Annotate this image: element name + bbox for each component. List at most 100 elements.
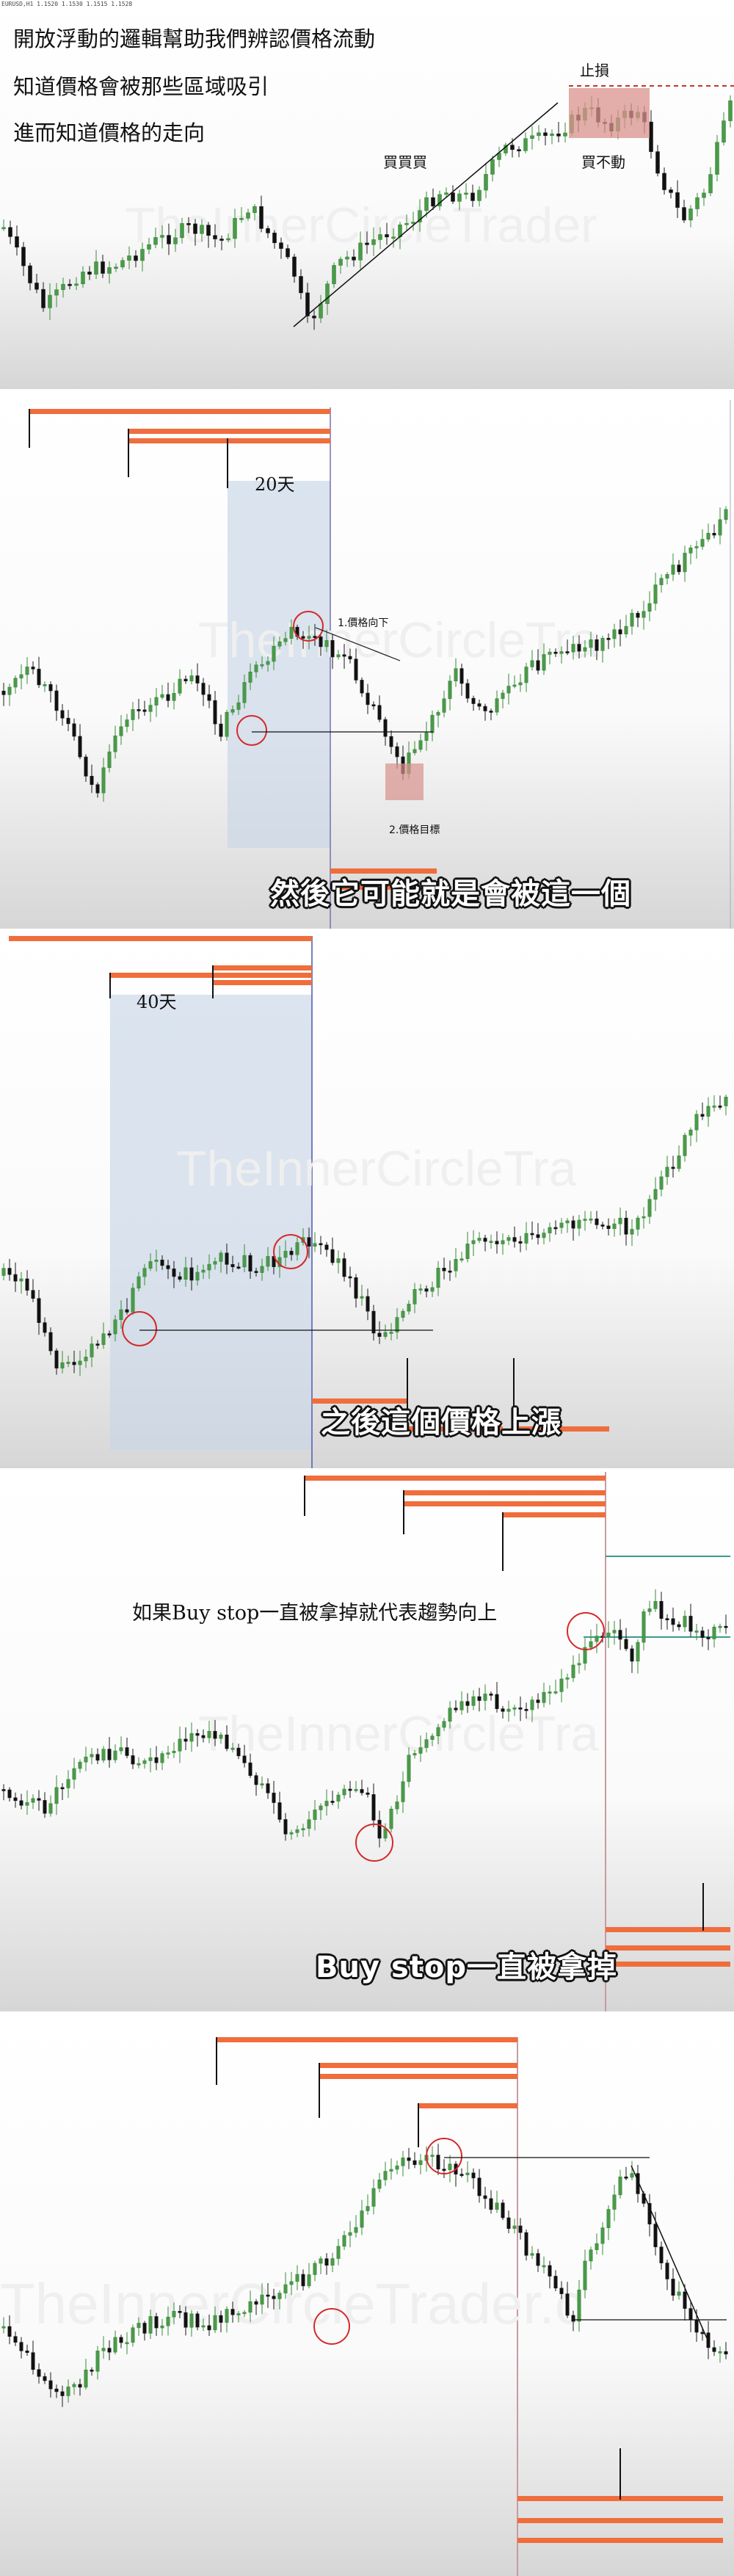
candle-body	[683, 1616, 687, 1628]
candle-body	[201, 1735, 206, 1738]
candle-body	[230, 709, 235, 713]
candle-body	[524, 1708, 528, 1711]
candle-body	[430, 2155, 435, 2157]
candle-body	[219, 1734, 223, 1739]
liquidity-level-3	[404, 1501, 606, 1506]
candle-body	[184, 2312, 188, 2328]
candle-body	[715, 142, 719, 175]
candle-body	[301, 2274, 305, 2287]
candle-body	[459, 2174, 464, 2176]
candle-body	[510, 145, 515, 150]
candle-body	[688, 2308, 693, 2321]
liquidity-level-bottom	[606, 1945, 730, 1951]
candle-body	[383, 2171, 388, 2180]
candle-body	[454, 668, 458, 681]
candle-body	[489, 2198, 493, 2210]
candle-body	[553, 2276, 558, 2289]
candle-body	[195, 675, 200, 683]
candle-body	[577, 1219, 581, 1229]
candle-body	[330, 1801, 335, 1803]
candle-body	[688, 208, 693, 221]
candle-body	[213, 1261, 217, 1265]
candle-body	[332, 265, 336, 284]
candle-body	[252, 206, 257, 214]
candle-body	[548, 1227, 552, 1233]
candle-body	[371, 239, 376, 245]
trend-line-up	[293, 102, 559, 327]
candle-body	[665, 574, 669, 578]
candle-body	[131, 1755, 135, 1765]
candle-body	[583, 647, 587, 652]
chart-5: TheInnerCircleTrader.c	[0, 2015, 734, 2576]
candle-body	[671, 565, 675, 575]
candle-body	[436, 1727, 440, 1737]
candle-body	[166, 1752, 170, 1755]
candle-body	[354, 1789, 358, 1791]
candle-body	[87, 272, 92, 275]
candle-body	[60, 1362, 65, 1369]
liquidity-level-3	[128, 438, 330, 443]
candle-body	[694, 546, 699, 548]
candle-body	[501, 692, 505, 699]
candle-body	[348, 1276, 352, 1279]
candle-body	[114, 266, 118, 269]
chart-background	[0, 2015, 734, 2576]
liquidity-level-bottom	[517, 2538, 723, 2543]
candle-body	[137, 709, 141, 711]
candle-body	[66, 2386, 70, 2396]
candle-body	[189, 2313, 194, 2328]
candle-body	[28, 265, 32, 283]
candle-body	[90, 2369, 94, 2372]
candle-body	[330, 640, 335, 658]
candle-body	[430, 714, 435, 733]
candle-body	[542, 1691, 546, 1703]
liquidity-level-3	[213, 965, 312, 970]
candle-body	[292, 256, 297, 277]
candle-body	[371, 1310, 376, 1334]
chart-background	[0, 0, 734, 389]
candle-body	[289, 1832, 294, 1835]
candle-body	[172, 693, 176, 701]
candle-body	[225, 1734, 229, 1749]
candle-body	[160, 1753, 164, 1763]
status-line: EURUSD,H1 1.1520 1.1530 1.1515 1.1528	[1, 1, 133, 7]
candle-body	[583, 2260, 587, 2290]
candle-body	[277, 1802, 282, 1820]
candle-body	[107, 751, 112, 769]
candle-body	[201, 2325, 206, 2328]
candle-body	[688, 1129, 693, 1136]
candle-body	[178, 678, 182, 694]
candle-body	[495, 1241, 499, 1244]
screen-5: TheInnerCircleTrader.c	[0, 2015, 734, 2576]
candle-body	[553, 651, 558, 654]
candle-body	[84, 1756, 88, 1763]
candle-body	[366, 1792, 370, 1795]
candle-body	[647, 1608, 652, 1612]
candle-body	[272, 645, 276, 662]
candle-body	[671, 2279, 675, 2296]
candle-body	[407, 1755, 411, 1782]
candle-body	[454, 1708, 458, 1710]
swing-high-circle	[426, 2138, 462, 2174]
candle-body	[536, 2253, 540, 2266]
candle-body	[277, 641, 282, 647]
candle-body	[559, 651, 564, 654]
liquidity-level-bottom	[606, 1927, 730, 1932]
candle-body	[119, 726, 123, 736]
candle-body	[7, 1268, 12, 1275]
candle-body	[677, 565, 681, 573]
candle-body	[712, 532, 716, 536]
candle-body	[336, 654, 341, 658]
candle-body	[319, 2258, 323, 2264]
candle-body	[401, 2158, 405, 2166]
candle-body	[107, 1333, 112, 1336]
candle-body	[119, 1747, 123, 1752]
candle-body	[512, 1707, 517, 1710]
candle-body	[389, 2169, 393, 2172]
candle-body	[389, 736, 393, 747]
candle-body	[694, 2319, 699, 2333]
candle-body	[459, 668, 464, 684]
candle-body	[31, 1798, 35, 1803]
candle-body	[571, 1664, 575, 1678]
candle-body	[489, 711, 493, 713]
